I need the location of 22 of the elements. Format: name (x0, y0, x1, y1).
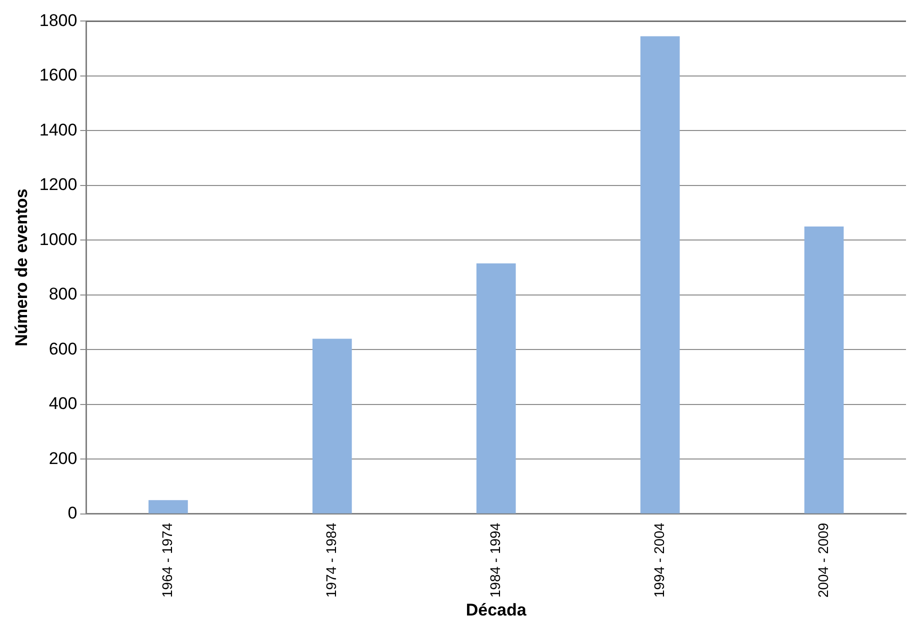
x-tick-label: 1984 - 1994 (486, 522, 503, 598)
y-tick-label: 1000 (39, 230, 78, 249)
bar (148, 500, 188, 514)
y-axis-title: Número de eventos (12, 188, 31, 346)
x-tick-label: 1994 - 2004 (650, 522, 667, 598)
x-tick-label: 2004 - 2009 (814, 522, 831, 598)
bar (312, 338, 352, 514)
x-tick-label: 1964 - 1974 (159, 522, 176, 598)
y-tick-label: 1200 (39, 175, 78, 194)
bar (804, 226, 844, 514)
y-tick-label: 0 (68, 504, 78, 523)
bar (640, 36, 680, 514)
y-tick-label: 600 (48, 339, 78, 358)
y-tick-label: 800 (48, 284, 78, 304)
y-tick-label: 200 (48, 448, 78, 468)
y-tick-label: 1400 (39, 120, 78, 140)
y-tick-label: 1800 (39, 10, 78, 30)
bar (476, 263, 516, 514)
y-tick-label: 1600 (39, 66, 78, 85)
y-tick-label: 400 (48, 394, 78, 414)
x-tick-label: 1974 - 1984 (323, 522, 340, 598)
x-axis-title: Década (466, 600, 527, 620)
